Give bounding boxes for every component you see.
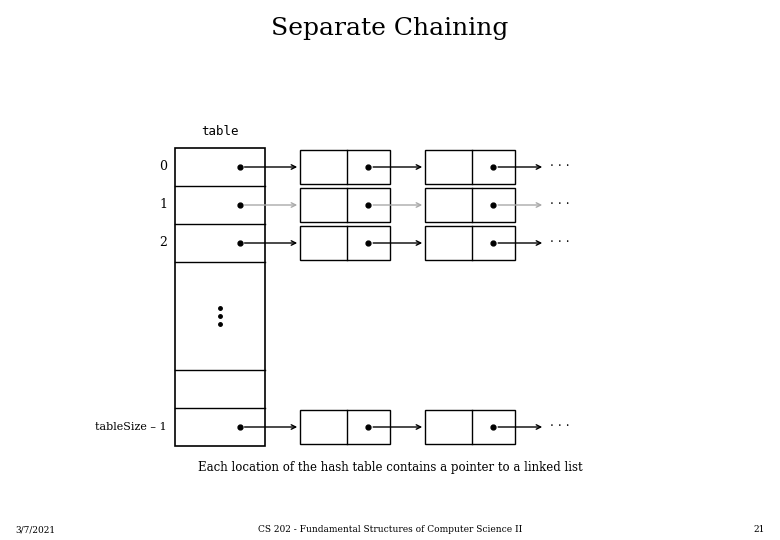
Bar [425,410,515,444]
Text: 21: 21 [753,525,765,535]
Text: tableSize – 1: tableSize – 1 [95,422,167,432]
Text: Each location of the hash table contains a pointer to a linked list: Each location of the hash table contains… [197,462,583,475]
Bar [300,188,390,222]
Text: 0: 0 [159,160,167,173]
Bar [175,148,265,446]
Bar [300,410,390,444]
Text: · · ·: · · · [550,160,569,173]
Bar [425,188,515,222]
Text: 1: 1 [159,199,167,212]
Bar [300,226,390,260]
Bar [300,150,390,184]
Text: · · ·: · · · [550,421,569,434]
Text: 3/7/2021: 3/7/2021 [15,525,55,535]
Text: CS 202 - Fundamental Structures of Computer Science II: CS 202 - Fundamental Structures of Compu… [258,525,522,535]
Text: 2: 2 [159,237,167,249]
Text: · · ·: · · · [550,199,569,212]
Text: table: table [201,125,239,138]
Bar [425,150,515,184]
Text: Separate Chaining: Separate Chaining [271,17,509,39]
Text: · · ·: · · · [550,237,569,249]
Bar [425,226,515,260]
